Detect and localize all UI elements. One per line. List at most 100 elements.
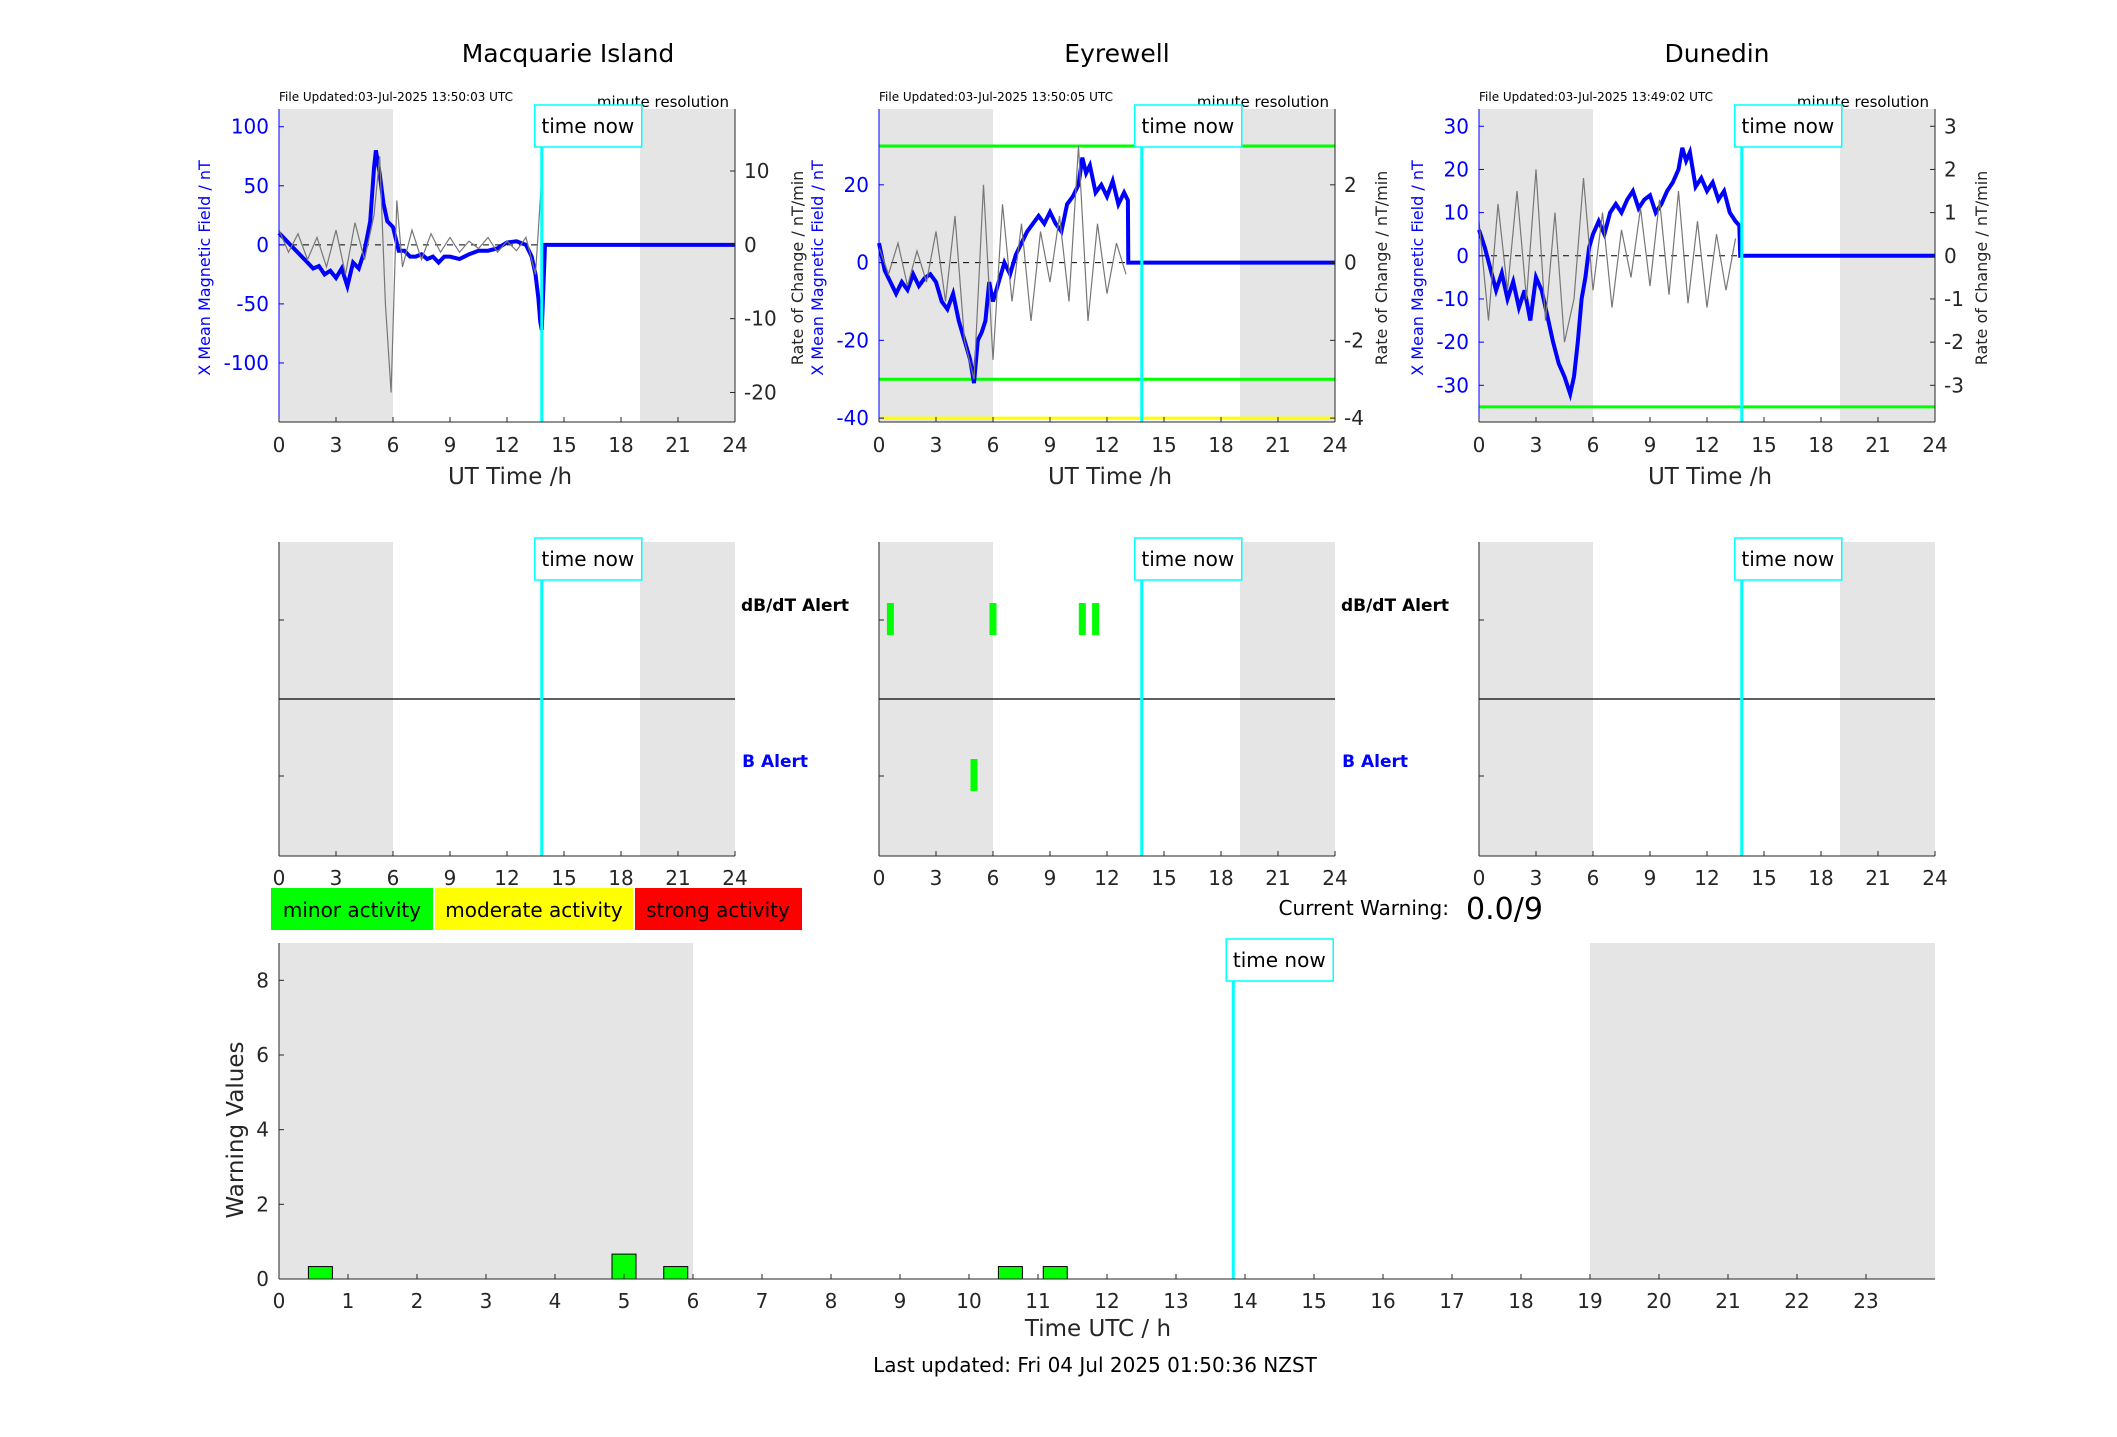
y-tick-label: 0 — [856, 251, 869, 275]
time-now-box — [1734, 537, 1843, 581]
time-now-box — [1134, 104, 1243, 148]
rate-of-change-series — [878, 145, 1127, 380]
x-tick-label: 24 — [1322, 433, 1347, 457]
x-tick-label: 15 — [1151, 433, 1176, 457]
y-axis-label: X Mean Magnetic Field / nT — [195, 160, 214, 376]
activity-legend: minor activity moderate activity strong … — [271, 888, 802, 930]
y-tick-label: -10 — [1436, 287, 1469, 311]
y2-tick-label: 2 — [1344, 173, 1357, 197]
y-tick-label: 20 — [1444, 157, 1469, 181]
time-now-label: time now — [1741, 547, 1834, 571]
y-tick-label: 100 — [231, 115, 269, 139]
y-tick-label: 0 — [256, 1267, 269, 1291]
x-tick-label: 21 — [665, 433, 690, 457]
time-now-label: time now — [541, 114, 634, 138]
y-tick-label: 2 — [256, 1192, 269, 1216]
y2-axis-label: Rate of Change / nT/min — [788, 171, 807, 366]
last-updated-text: Last updated: Fri 04 Jul 2025 01:50:36 N… — [873, 1353, 1318, 1377]
x-tick-label: 24 — [722, 433, 747, 457]
x-tick-label: 6 — [387, 866, 400, 890]
y2-axis-label: Rate of Change / nT/min — [1972, 171, 1991, 366]
legend-moderate-swatch — [435, 888, 633, 930]
x-tick-label: 1 — [342, 1289, 355, 1313]
x-tick-label: 3 — [330, 433, 343, 457]
warning-bar — [307, 1266, 333, 1280]
x-tick-label: 21 — [1265, 866, 1290, 890]
x-tick-label: 12 — [494, 433, 519, 457]
dbdt-alert-mark — [1092, 603, 1100, 635]
x-tick-label: 21 — [1265, 433, 1290, 457]
x-tick-label: 16 — [1370, 1289, 1395, 1313]
time-now-label: time now — [1141, 114, 1234, 138]
x-tick-label: 21 — [1715, 1289, 1740, 1313]
dunedin-field-panel: Dunedin File Updated:03-Jul-2025 13:49:0… — [1408, 39, 1991, 490]
y-tick-label: 6 — [256, 1043, 269, 1067]
field-series — [1477, 145, 1935, 402]
x-tick-label: 9 — [444, 433, 457, 457]
x-tick-label: 14 — [1232, 1289, 1257, 1313]
x-tick-label: 0 — [273, 866, 286, 890]
x-tick-label: 18 — [1208, 866, 1233, 890]
x-tick-label: 8 — [825, 1289, 838, 1313]
x-axis-label: UT Time /h — [1648, 464, 1772, 490]
x-tick-label: 19 — [1577, 1289, 1602, 1313]
night-shade — [1240, 109, 1335, 422]
y-tick-label: -30 — [1436, 373, 1469, 397]
y-tick-label: 50 — [244, 174, 269, 198]
rate-of-change-series — [278, 156, 542, 393]
x-tick-label: 6 — [387, 433, 400, 457]
y2-tick-label: -4 — [1344, 406, 1364, 430]
x-tick-label: 0 — [273, 1289, 286, 1313]
y2-tick-label: 0 — [744, 233, 757, 257]
y-tick-label: 0 — [1456, 244, 1469, 268]
x-tick-label: 12 — [1094, 866, 1119, 890]
x-tick-label: 18 — [1508, 1289, 1533, 1313]
x-tick-label: 12 — [1694, 433, 1719, 457]
x-tick-label: 3 — [1530, 433, 1543, 457]
x-tick-label: 24 — [1922, 866, 1947, 890]
x-tick-label: 24 — [1922, 433, 1947, 457]
x-tick-label: 15 — [1301, 1289, 1326, 1313]
current-warning-label: Current Warning: — [1279, 896, 1449, 920]
x-tick-label: 12 — [1094, 433, 1119, 457]
x-tick-label: 6 — [987, 866, 1000, 890]
legend-strong-label: strong activity — [646, 898, 790, 922]
warning-bar — [997, 1266, 1023, 1280]
current-warning-value: 0.0/9 — [1466, 892, 1543, 927]
legend-minor-swatch — [271, 888, 433, 930]
y-axis-label: X Mean Magnetic Field / nT — [808, 160, 827, 376]
time-now-label: time now — [1233, 948, 1326, 972]
x-tick-label: 9 — [1644, 866, 1657, 890]
night-shade — [640, 109, 735, 422]
legend-strong-swatch — [635, 888, 802, 930]
y-tick-label: 30 — [1444, 114, 1469, 138]
night-shade — [1840, 109, 1935, 422]
x-tick-label: 15 — [551, 866, 576, 890]
x-tick-label: 12 — [1094, 1289, 1119, 1313]
x-tick-label: 9 — [444, 866, 457, 890]
y2-tick-label: 0 — [1344, 251, 1357, 275]
time-now-box — [1225, 938, 1335, 982]
field-series — [277, 150, 735, 331]
macquarie-field-panel: Macquarie Island File Updated:03-Jul-202… — [195, 39, 807, 490]
dbdt-alert-mark — [886, 603, 894, 635]
rate-of-change-series — [1478, 169, 1737, 343]
x-tick-label: 21 — [1865, 433, 1890, 457]
y-tick-label: 8 — [256, 968, 269, 992]
dbdt-alert-label: dB/dT Alert — [741, 596, 849, 616]
b-alert-label: B Alert — [742, 752, 808, 772]
x-tick-label: 24 — [1322, 866, 1347, 890]
y2-tick-label: 0 — [1944, 244, 1957, 268]
panel-title: Dunedin — [1665, 39, 1770, 68]
x-tick-label: 3 — [930, 866, 943, 890]
x-tick-label: 6 — [1587, 866, 1600, 890]
b-alert-mark — [970, 759, 978, 791]
x-tick-label: 12 — [494, 866, 519, 890]
y-tick-label: -40 — [836, 406, 869, 430]
x-tick-label: 0 — [273, 433, 286, 457]
y-axis-label: Warning Values — [223, 1041, 249, 1218]
x-tick-label: 6 — [987, 433, 1000, 457]
time-now-label: time now — [1741, 114, 1834, 138]
y2-tick-label: 2 — [1944, 157, 1957, 181]
